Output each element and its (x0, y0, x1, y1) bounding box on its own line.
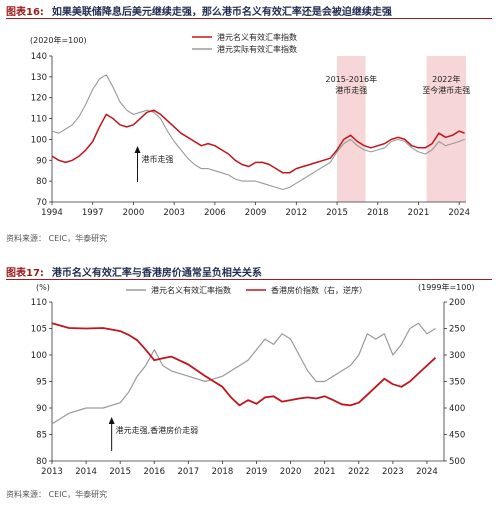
series-line-2 (51, 322, 437, 407)
figure16-title-text: 如果美联储降息后美元继续走强，那么港币名义有效汇率还是会被迫继续走强 (51, 7, 392, 18)
annotation-arrow-head (134, 146, 141, 153)
y-unit-label: (2020年=100) (30, 35, 87, 45)
right-tick-label: 500 (449, 457, 465, 467)
figure17-title-text: 港币名义有效汇率与香港房价通常呈负相关关系 (51, 268, 262, 279)
x-tick-label: 2023 (382, 467, 404, 477)
left-tick-label: 95 (36, 378, 47, 388)
series-line-2 (51, 74, 465, 191)
x-tick-label: 2021 (408, 208, 430, 218)
figure16-title: 图表16: 如果美联储降息后美元继续走强，那么港币名义有效汇率还是会被迫继续走强 (6, 3, 392, 18)
annotation-arrow-head (108, 417, 115, 424)
legend-label-1: 港元名义有效汇率指数 (151, 285, 231, 295)
left-tick-label: 100 (31, 351, 47, 361)
x-tick-label: 1994 (41, 208, 63, 218)
x-tick-label: 2019 (246, 467, 268, 477)
chart-16: 70 80 90 100 110 120 130 140 1994 1997 2000 2003 200… (30, 32, 470, 218)
x-tick-label: 2021 (314, 467, 336, 477)
legend-label-2: 港元实际有效汇率指数 (217, 44, 297, 54)
x-tick-label: 2000 (123, 208, 145, 218)
figure16-rule (6, 18, 492, 19)
x-tick-label: 2018 (212, 467, 234, 477)
left-tick-label: 105 (31, 325, 47, 335)
x-tick-label: 2012 (286, 208, 308, 218)
left-tick-label: 85 (36, 431, 47, 441)
figure17-source: 资料来源： CEIC，华泰研究 (6, 490, 108, 499)
x-tick-label: 2013 (41, 467, 63, 477)
legend-label-2: 香港房价指数（右，逆序） (271, 285, 367, 295)
y-tick-label: 90 (36, 156, 47, 166)
chart-17: 80 85 90 95 100 105 110 200 250 300 350 400 450 500 20… (31, 282, 475, 477)
x-tick-label: 2018 (367, 208, 389, 218)
figure16-label: 图表16: (6, 7, 44, 18)
x-tick-label: 2015 (109, 467, 131, 477)
left-tick-label: 80 (36, 457, 47, 467)
shaded-period-1 (337, 56, 366, 202)
y-tick-label: 120 (31, 94, 47, 104)
figure17-label: 图表17: (6, 268, 44, 279)
shade-label-2-line1: 2022年 (432, 74, 460, 84)
y-tick-label: 70 (36, 198, 47, 208)
x-tick-label: 2017 (178, 467, 200, 477)
x-tick-label: 1997 (82, 208, 104, 218)
annotation-text: 港币走强 (142, 154, 174, 164)
shade-label-1-line1: 2015-2016年 (325, 74, 377, 84)
y-tick-label: 100 (31, 135, 47, 145)
shade-label-2-line2: 至今港币走强 (422, 85, 470, 95)
x-tick-label: 2020 (280, 467, 302, 477)
right-tick-label: 350 (449, 378, 465, 388)
right-unit-label: (1999年=100) (418, 282, 475, 292)
figure17-title: 图表17: 港币名义有效汇率与香港房价通常呈负相关关系 (6, 264, 262, 279)
legend-label-1: 港元名义有效汇率指数 (217, 32, 297, 42)
right-tick-label: 400 (449, 404, 465, 414)
right-tick-label: 200 (449, 298, 465, 308)
left-tick-label: 90 (36, 404, 47, 414)
series-line-1 (51, 109, 465, 174)
x-tick-label: 2003 (163, 208, 185, 218)
right-tick-label: 250 (449, 325, 465, 335)
series-line-1 (51, 322, 436, 425)
x-tick-label: 2022 (348, 467, 370, 477)
x-tick-label: 2016 (143, 467, 165, 477)
x-tick-label: 2014 (75, 467, 97, 477)
y-tick-label: 130 (31, 73, 47, 83)
left-unit-label: (%) (36, 283, 50, 292)
figure17-rule (6, 279, 492, 280)
x-tick-label: 2024 (416, 467, 438, 477)
shade-label-1-line2: 港币走强 (335, 85, 367, 95)
x-tick-label: 2024 (448, 208, 470, 218)
y-tick-label: 110 (31, 115, 47, 125)
x-tick-label: 2015 (326, 208, 348, 218)
x-tick-label: 2009 (245, 208, 267, 218)
right-tick-label: 300 (449, 351, 465, 361)
figure16-source: 资料来源： CEIC，华泰研究 (6, 234, 108, 243)
y-tick-label: 80 (36, 177, 47, 187)
right-tick-label: 450 (449, 431, 465, 441)
annotation-text: 港元走强,香港房价走弱 (116, 425, 199, 435)
shaded-period-2 (426, 56, 466, 202)
left-tick-label: 110 (31, 298, 47, 308)
y-tick-label: 140 (31, 52, 47, 62)
x-tick-label: 2006 (204, 208, 226, 218)
